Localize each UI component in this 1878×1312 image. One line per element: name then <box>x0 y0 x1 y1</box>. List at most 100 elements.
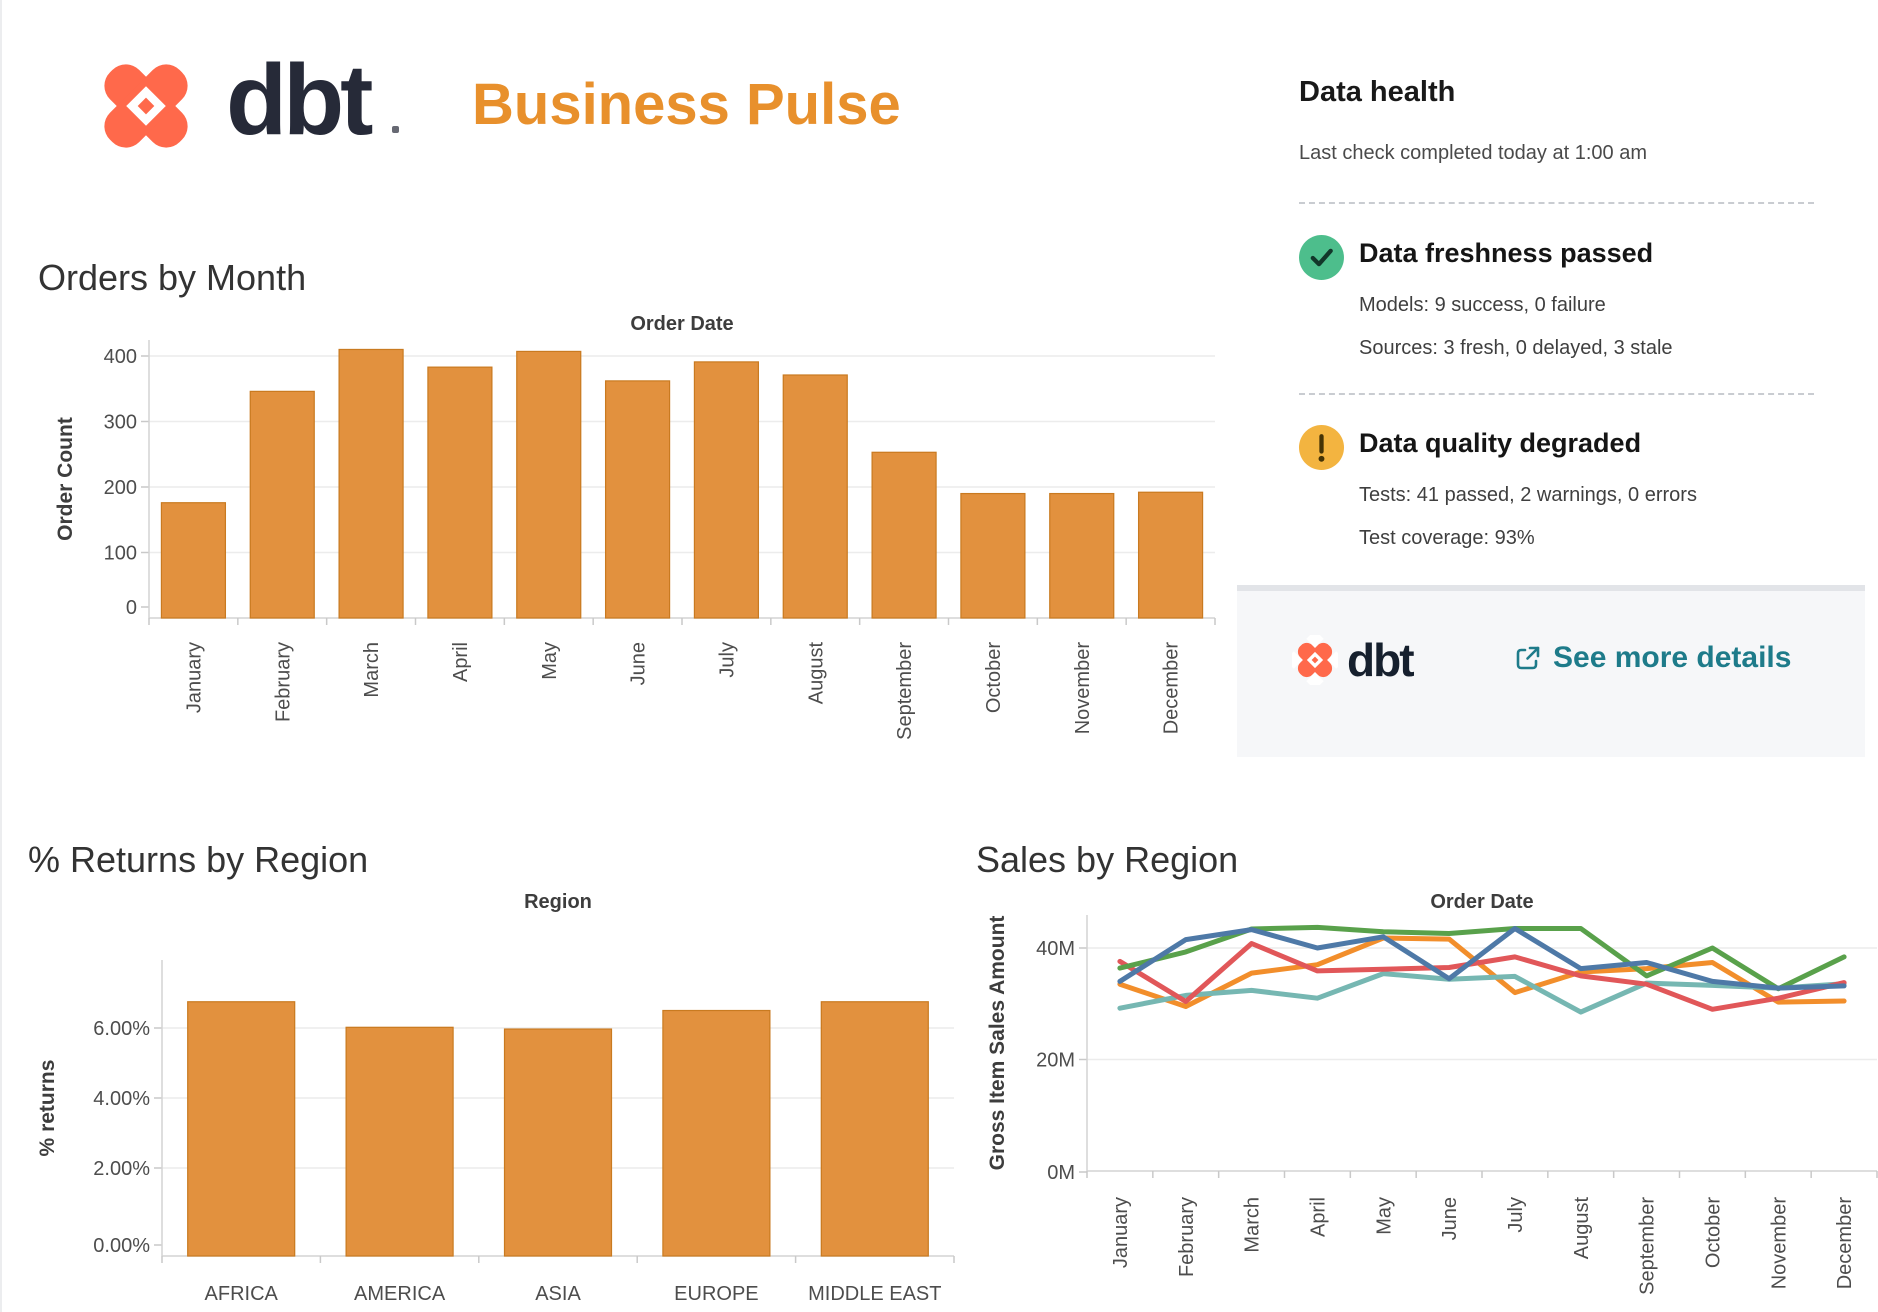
line-series-blue <box>1117 926 1847 991</box>
x-category-label: EUROPE <box>674 1283 758 1305</box>
quality-coverage-line: Test coverage: 93% <box>1359 527 1535 549</box>
x-axis-title: Region <box>524 891 592 913</box>
line-series-teal <box>1117 971 1847 1015</box>
y-tick-label: 300 <box>104 412 137 434</box>
bar <box>427 366 493 619</box>
x-category-label: May <box>539 642 561 680</box>
bar <box>249 390 315 619</box>
y-tick-label: 400 <box>104 346 137 368</box>
quality-status-heading: Data quality degraded <box>1359 428 1642 458</box>
y-axis-title: Order Count <box>54 417 77 541</box>
x-category-label: April <box>1307 1197 1329 1237</box>
x-category-label: December <box>1834 1197 1856 1290</box>
dbt-wordmark: dbt <box>1347 634 1415 686</box>
dashed-divider <box>1299 393 1814 395</box>
bar <box>960 492 1026 619</box>
x-category-label: September <box>894 642 916 740</box>
returns-by-region-chart: % Returns by Region Region % returns 0.00% 2… <box>2 810 982 1312</box>
x-category-label: August <box>1571 1197 1593 1260</box>
x-category-label: December <box>1161 642 1183 735</box>
line-chart-svg: Sales by Region Order Date Gross Item Sale… <box>976 839 1878 1295</box>
chart-title: % Returns by Region <box>28 839 368 880</box>
y-tick-label: 40M <box>1036 938 1075 960</box>
bar <box>1049 492 1115 619</box>
freshness-status-heading: Data freshness passed <box>1359 238 1654 268</box>
orders-by-month-chart: Orders by Month Order Date Order Count 0 100… <box>2 230 1232 775</box>
x-category-label: May <box>1373 1197 1395 1235</box>
dbt-logo-icon <box>1292 635 1338 685</box>
bar <box>604 380 671 619</box>
warning-circle-icon <box>1298 424 1345 471</box>
bar <box>516 350 582 619</box>
x-axis-title: Order Date <box>630 313 733 335</box>
freshness-models-line: Models: 9 success, 0 failure <box>1359 294 1606 316</box>
bar <box>187 1001 296 1257</box>
x-category-label: April <box>450 642 472 682</box>
x-category-label: ASIA <box>535 1283 581 1305</box>
bar <box>338 348 404 619</box>
bar <box>160 502 227 619</box>
y-tick-label: 200 <box>104 477 137 499</box>
trademark-dot <box>392 126 399 133</box>
line-series-red <box>1117 941 1847 1012</box>
bar <box>782 374 848 619</box>
y-tick-label: 0 <box>126 597 137 619</box>
chart-title: Sales by Region <box>976 839 1238 880</box>
data-health-footer-card: dbt See more details <box>1237 585 1865 757</box>
x-category-label: MIDDLE EAST <box>808 1283 941 1305</box>
y-tick-label: 100 <box>104 543 137 565</box>
data-health-title: Data health <box>1299 76 1456 108</box>
see-more-details-label: See more details <box>1553 641 1792 674</box>
quality-tests-line: Tests: 41 passed, 2 warnings, 0 errors <box>1359 484 1697 506</box>
x-category-label: AMERICA <box>354 1283 446 1305</box>
x-category-label: January <box>183 642 205 713</box>
x-category-label: February <box>1176 1197 1198 1277</box>
x-category-label: October <box>983 642 1005 713</box>
x-category-label: November <box>1768 1197 1790 1290</box>
bar-chart-svg: Orders by Month Order Date Order Count 0 100… <box>38 257 1216 740</box>
x-category-label: January <box>1110 1197 1132 1268</box>
x-category-label: June <box>1439 1197 1461 1240</box>
y-axis-title: Gross Item Sales Amount <box>986 916 1009 1171</box>
y-tick-label: 0.00% <box>93 1235 150 1257</box>
x-category-label: November <box>1072 642 1094 735</box>
external-link-icon <box>1516 646 1540 670</box>
dbt-logo-icon <box>90 44 202 168</box>
bar <box>820 1001 929 1257</box>
bar <box>871 451 937 619</box>
x-category-label: August <box>805 642 827 705</box>
bar-chart-svg: % Returns by Region Region % returns 0.00% 2… <box>28 839 955 1305</box>
bar <box>662 1009 771 1257</box>
x-category-label: July <box>716 642 738 678</box>
chart-title: Orders by Month <box>38 257 306 298</box>
bar <box>345 1026 454 1257</box>
sales-by-region-chart: Sales by Region Order Date Gross Item Sale… <box>962 810 1878 1312</box>
line-series-orange <box>1117 935 1847 1009</box>
x-category-label: October <box>1702 1197 1724 1268</box>
x-category-label: June <box>628 642 650 685</box>
bar <box>1137 491 1204 619</box>
y-tick-label: 4.00% <box>93 1088 150 1110</box>
x-category-label: AFRICA <box>205 1283 279 1305</box>
y-tick-label: 2.00% <box>93 1158 150 1180</box>
x-category-label: September <box>1637 1197 1659 1295</box>
dbt-wordmark: dbt <box>226 44 373 156</box>
check-circle-icon <box>1299 235 1344 280</box>
bar <box>503 1028 613 1257</box>
freshness-sources-line: Sources: 3 fresh, 0 delayed, 3 stale <box>1359 337 1673 359</box>
y-axis-title: % returns <box>36 1060 59 1157</box>
x-category-label: February <box>272 642 294 722</box>
see-more-details-link[interactable]: See more details <box>1513 641 1791 675</box>
x-category-label: July <box>1505 1197 1527 1233</box>
y-tick-label: 0M <box>1047 1162 1075 1184</box>
y-tick-label: 6.00% <box>93 1018 150 1040</box>
data-health-last-check: Last check completed today at 1:00 am <box>1299 142 1647 164</box>
dashed-divider <box>1299 202 1814 204</box>
y-tick-label: 20M <box>1036 1050 1075 1072</box>
x-category-label: March <box>361 642 383 698</box>
x-category-label: March <box>1242 1197 1264 1253</box>
page-title: Business Pulse <box>472 72 901 137</box>
bar <box>693 361 760 619</box>
x-axis-title: Order Date <box>1430 891 1533 913</box>
